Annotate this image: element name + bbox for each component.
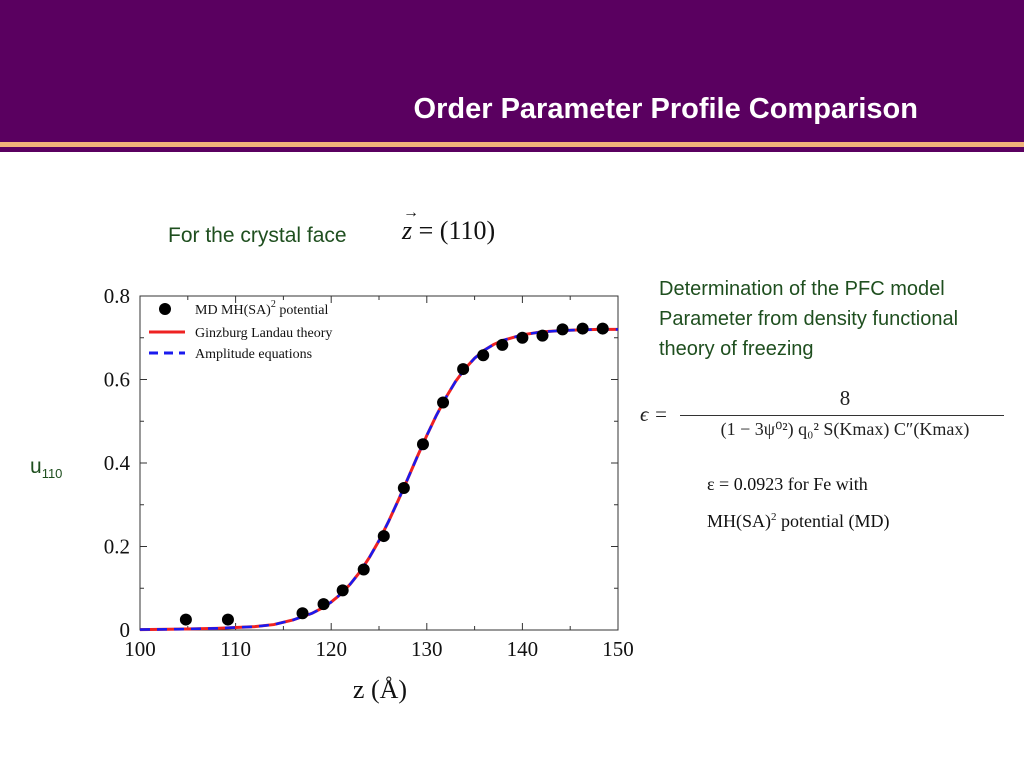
potential-name: MH(SA) <box>707 511 772 531</box>
header-accent-line <box>0 142 1024 147</box>
y-tick-label: 0.4 <box>104 451 131 475</box>
data-point <box>457 363 470 376</box>
plot-area: 100 110 120 130 140 150 0 0.2 0.4 0.6 0.8 MD MH(SA)… <box>104 284 634 661</box>
data-point <box>556 323 569 336</box>
formula-numerator: 8 <box>839 386 851 410</box>
crystal-face-equation: → z = (110) <box>402 204 496 246</box>
x-tick-label: 120 <box>315 637 347 661</box>
legend-label-md: MD MH(SA)2 potential <box>195 299 328 318</box>
data-point <box>576 322 589 335</box>
series-line-ginzburg-landau <box>139 327 618 632</box>
face-eq-value: = (110) <box>412 216 496 245</box>
data-point <box>496 338 509 351</box>
y-axis-label-sub: 110 <box>41 466 63 482</box>
y-axis-label: u110 <box>30 455 62 481</box>
data-point <box>596 322 609 335</box>
z-vector-var: z <box>402 216 413 245</box>
legend-label-amp: Amplitude equations <box>195 347 312 362</box>
data-point <box>477 349 490 362</box>
data-point <box>437 396 450 409</box>
x-tick-label: 130 <box>411 637 443 661</box>
x-tick-label: 100 <box>124 637 156 661</box>
formula-lhs: ϵ = <box>640 402 668 426</box>
y-axis-label-main: u <box>30 455 42 478</box>
data-point <box>336 584 349 597</box>
y-tick-label: 0.8 <box>104 284 130 308</box>
data-point <box>317 598 330 611</box>
x-tick-label: 110 <box>220 637 251 661</box>
data-point <box>179 613 192 626</box>
data-point <box>377 530 390 543</box>
data-point <box>221 613 234 626</box>
epsilon-result: ε = 0.0923 for Fe with <box>707 474 868 494</box>
potential-note: MH(SA)2 potential (MD) <box>707 511 890 532</box>
data-point <box>296 607 309 620</box>
data-point <box>536 329 549 342</box>
fraction-bar <box>680 415 1004 416</box>
order-parameter-chart: 100 110 120 130 140 150 0 0.2 0.4 0.6 0.8 MD MH(SA)… <box>104 284 634 704</box>
slide-title: Order Parameter Profile Comparison <box>413 93 918 125</box>
x-tick-label: 140 <box>507 637 539 661</box>
x-tick-label: 150 <box>602 637 634 661</box>
y-tick-label: 0.2 <box>104 535 130 559</box>
legend-label-gl: Ginzburg Landau theory <box>195 326 332 341</box>
header-band <box>0 0 1024 142</box>
pfc-description: Determination of the PFC model Parameter… <box>659 278 959 360</box>
z-vector: → z <box>402 204 419 245</box>
epsilon-formula: ϵ = 8 (1 − 3ψ⁰²) q₀² S(Kmax) C″(Kmax) <box>640 386 1010 450</box>
x-axis-title: z (Å) <box>353 675 407 704</box>
data-point <box>397 482 410 495</box>
header-bottom-line <box>0 147 1024 152</box>
data-point <box>357 563 370 576</box>
y-tick-label: 0 <box>120 618 131 642</box>
potential-sup: 2 <box>771 511 777 523</box>
series-line-amplitude-equations <box>139 328 618 631</box>
y-tick-label: 0.6 <box>104 368 130 392</box>
data-point <box>516 331 529 344</box>
crystal-face-label: For the crystal face <box>168 224 347 247</box>
legend-marker-md <box>159 303 171 315</box>
vector-arrow-icon: → <box>403 204 419 221</box>
data-point <box>416 438 429 451</box>
potential-tail: potential (MD) <box>776 511 890 531</box>
formula-denominator: (1 − 3ψ⁰²) q₀² S(Kmax) C″(Kmax) <box>720 419 970 439</box>
